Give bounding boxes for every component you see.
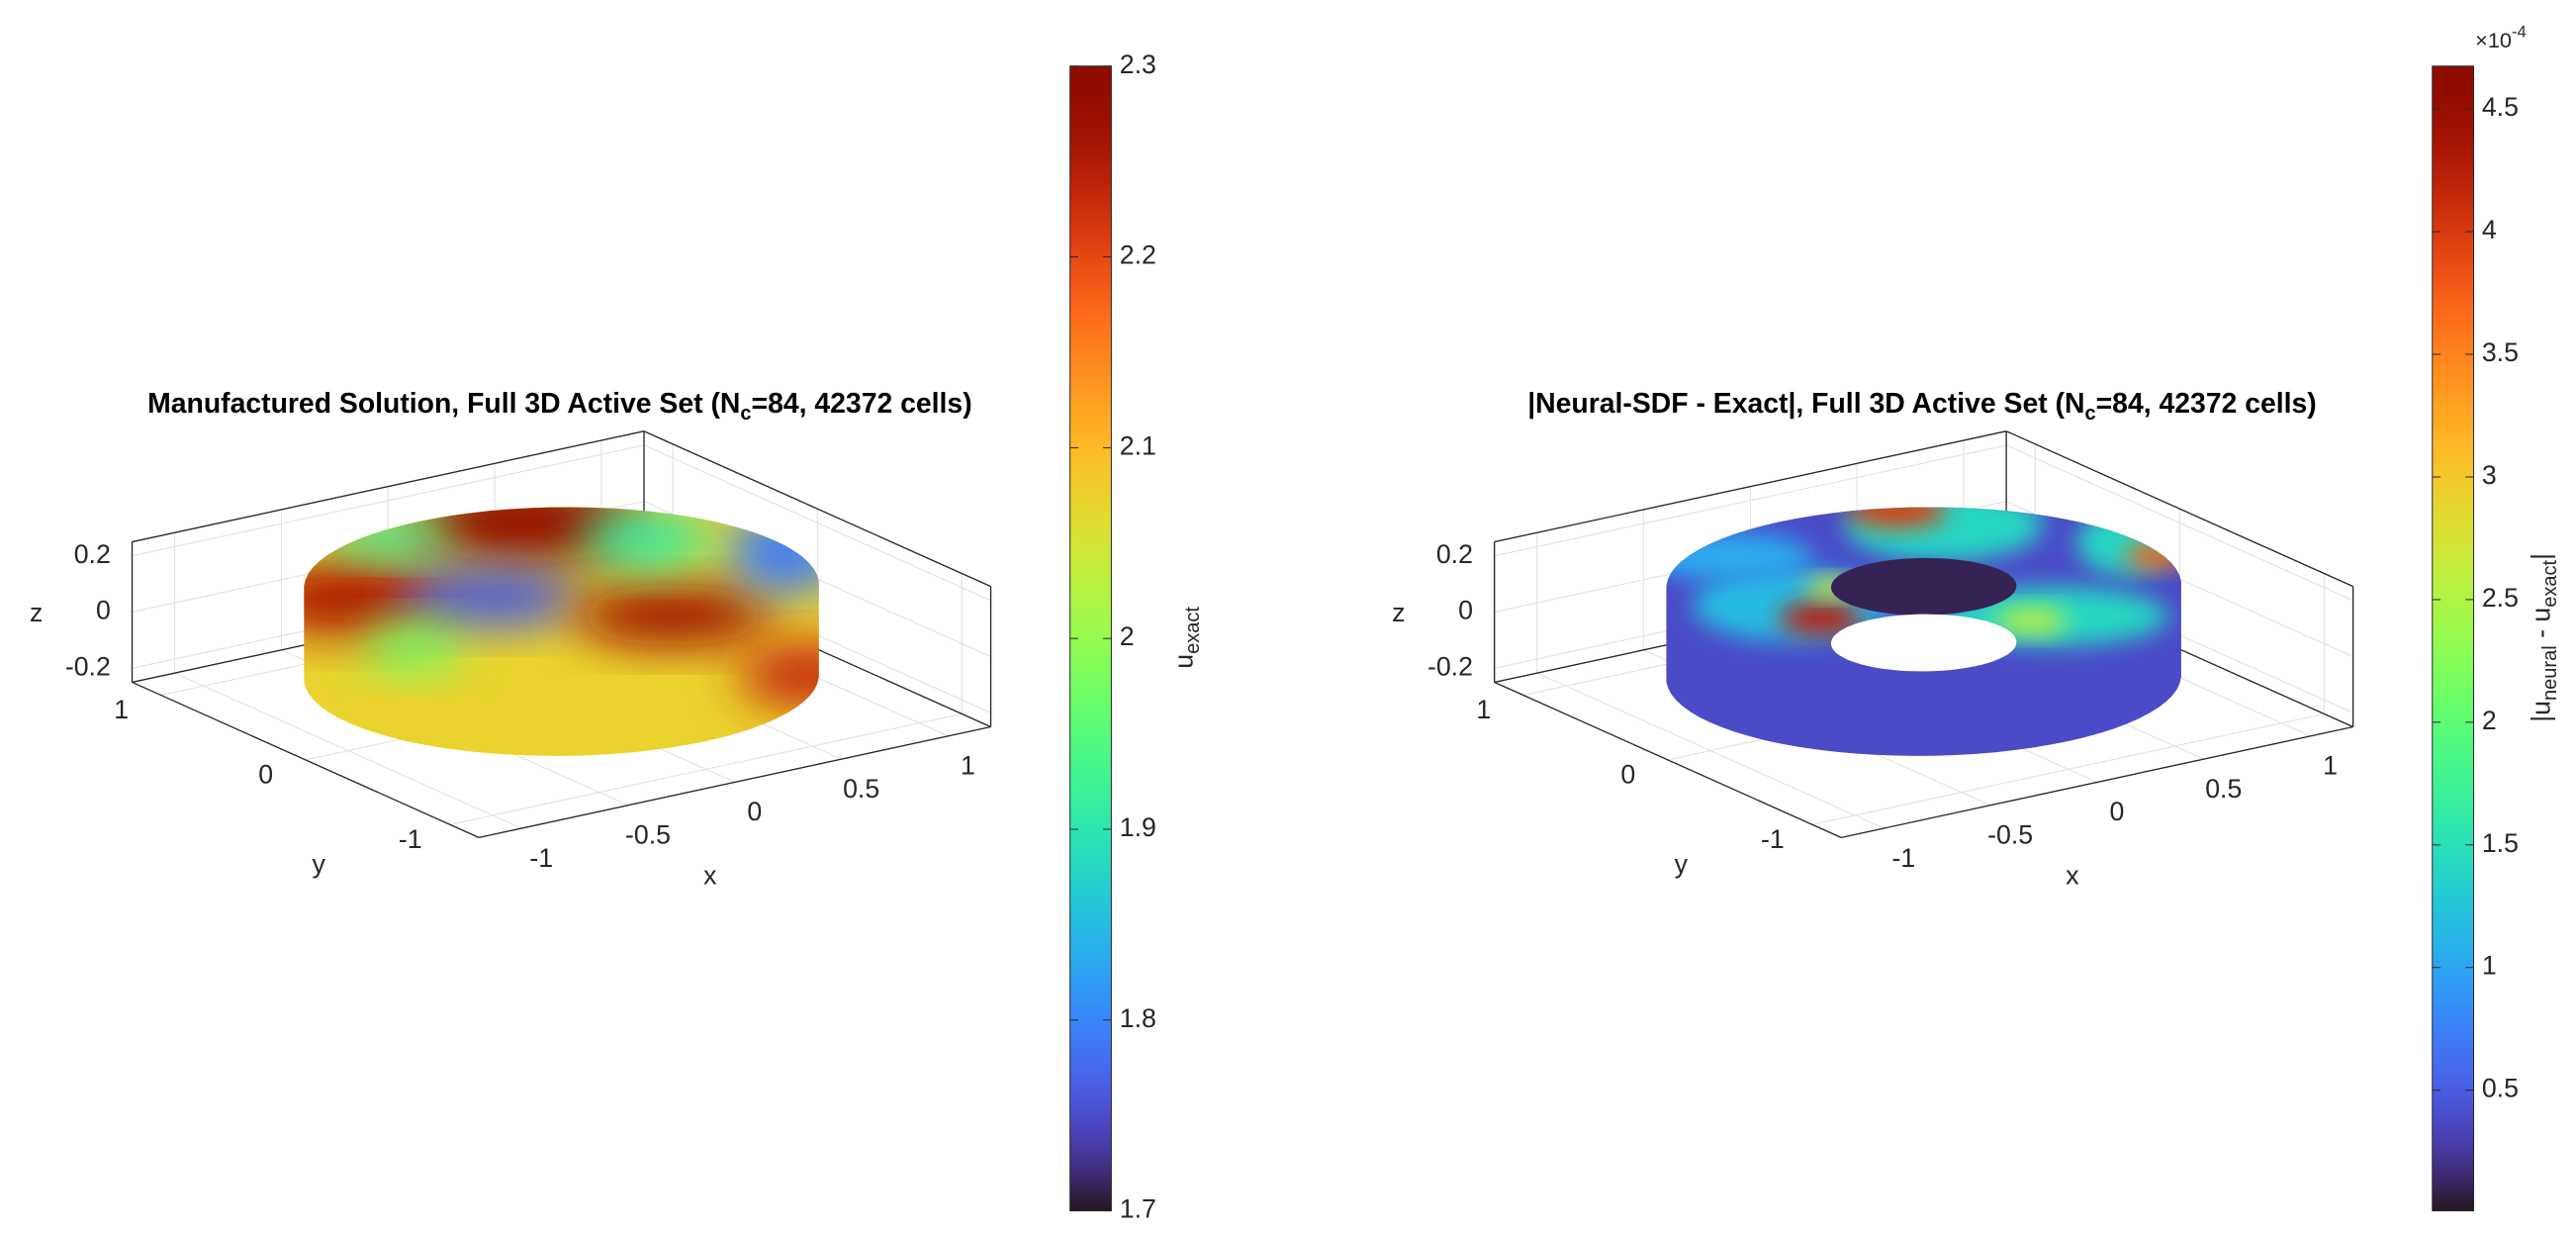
axis-box [1494,681,1842,838]
x-tick-label: -1 [529,843,553,873]
y-tick-label: 1 [1476,695,1491,724]
title-part: c [2084,403,2095,425]
z-axis-label: z [30,598,43,627]
cloud-blob [1844,507,2043,561]
cloud-blob [1995,607,2069,634]
cloud-blob [574,585,773,645]
colorbar-tick-label: 1.5 [2482,828,2519,858]
axis-box [1841,725,2353,838]
y-axis-label: y [312,849,325,879]
colorbar-label-part: |u [2527,701,2556,722]
z-tick-label: -0.2 [65,651,111,681]
grid-line [449,712,963,825]
colorbar-tick-label: 2 [2482,706,2497,735]
exponent-base: ×10 [2475,28,2512,52]
colorbar-label: uexact [1169,607,1205,669]
y-axis-label: y [1675,849,1689,879]
x-tick-label: -0.5 [1987,819,2033,849]
x-tick-label: -1 [1891,843,1915,873]
colorbar-tick-label: 3.5 [2482,337,2519,367]
grid-line [643,444,991,602]
cloud-blob [399,567,582,627]
cloud-blob [2125,542,2181,569]
chart-title: |Neural-SDF - Exact|, Full 3D Active Set… [1527,388,2316,426]
title-part: c [740,403,751,425]
axis-box [132,681,480,838]
axis-box [2005,430,2353,588]
axis-box [132,430,645,543]
point-cloud [1666,507,2181,756]
colorbar-label-part: exact [1182,607,1204,654]
x-tick-label: 0.5 [843,774,879,804]
y-tick-label: 1 [114,695,129,724]
cloud-blob [1779,602,1863,635]
cloud-blob [737,642,819,709]
z-tick-label: -0.2 [1427,651,1473,681]
z-tick-label: 0 [1458,596,1473,625]
cloud-blob [727,511,819,595]
colorbar-tick-label: 1.7 [1120,1194,1156,1224]
grid-line [132,444,645,557]
cloud-blob [580,510,712,570]
colorbar-tick-label: 1.8 [1120,1003,1156,1033]
cloud-hole [1831,614,2017,672]
title-part: |Neural-SDF - Exact|, Full 3D Active Set… [1527,388,2084,420]
x-tick-label: -0.5 [625,819,671,849]
x-tick-label: 1 [2323,751,2338,781]
exponent-power: -4 [2512,23,2527,42]
y-tick-label: -1 [1761,824,1785,854]
colorbar-label-part: - u [2527,608,2556,646]
point-cloud [304,507,819,756]
cloud-blob [304,562,450,635]
cloud-blob [1666,531,1813,582]
colorbar-tick-label: 4.5 [2482,92,2519,122]
colorbar-tick-label: 1.9 [1120,812,1156,842]
cloud-blob [322,518,455,558]
grid-line [1494,444,2007,557]
y-tick-label: -1 [399,824,422,854]
colorbar-tick-label: 4 [2482,215,2497,244]
title-part: =84, 42372 cells) [752,388,972,420]
colorbar-label-part: neural [2539,645,2561,701]
colorbar-label-part: u [1169,654,1199,669]
z-tick-label: 0.2 [1436,539,1473,569]
title-part: Manufactured Solution, Full 3D Active Se… [147,388,740,420]
colorbar-tick-label: 0.5 [2482,1074,2519,1103]
colorbar-tick-label: 2.3 [1120,49,1156,79]
z-axis-label: z [1392,598,1405,627]
colorbar-tick-label: 2.1 [1120,430,1156,460]
x-axis-label: x [703,860,717,890]
x-tick-label: 0 [2110,797,2125,826]
title-part: =84, 42372 cells) [2096,388,2317,420]
z-tick-label: 0 [96,596,111,625]
grid-line [2005,444,2353,602]
colorbar [2432,65,2475,1212]
y-tick-label: 0 [1620,760,1635,790]
chart-title: Manufactured Solution, Full 3D Active Se… [147,388,972,426]
x-axis-label: x [2066,860,2079,890]
colorbar-label-part: exact [2539,559,2561,607]
colorbar-exponent: ×10-4 [2475,23,2527,52]
x-tick-label: 0 [747,797,762,826]
axis-box [643,430,991,588]
colorbar-label-part: | [2527,553,2556,560]
colorbar-tick-label: 2.2 [1120,240,1156,270]
x-tick-label: 1 [961,751,975,781]
colorbar-label: |uneural - uexact| [2527,553,2562,722]
cloud-hole-wall [1831,557,2017,616]
colorbar-tick-label: 2 [1120,621,1135,651]
grid-line [1811,712,2325,825]
z-tick-label: 0.2 [74,539,111,569]
axis-box [478,725,991,838]
colorbar-tick-label: 2.5 [2482,583,2519,613]
y-tick-label: 0 [258,760,273,790]
x-tick-label: 0.5 [2205,774,2242,804]
colorbar-tick-label: 1 [2482,951,2497,981]
axis-box [1494,430,2007,543]
cloud-blob [363,622,463,673]
cloud-blob [1847,507,1947,527]
colorbar-tick-label: 3 [2482,460,2497,490]
